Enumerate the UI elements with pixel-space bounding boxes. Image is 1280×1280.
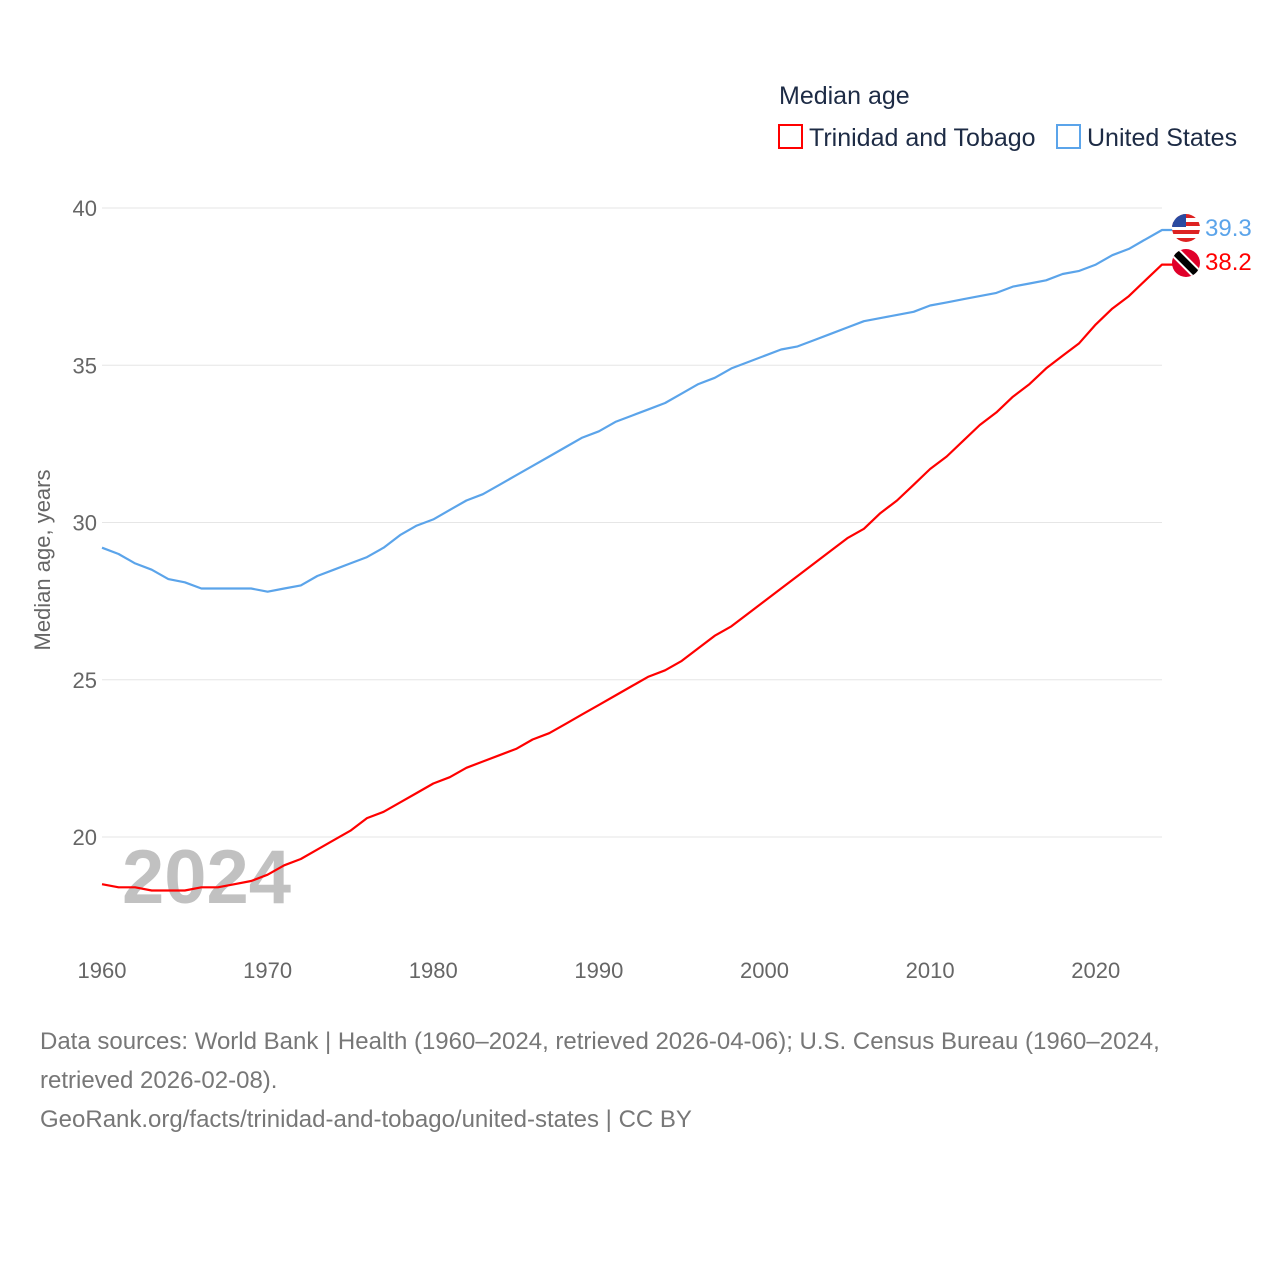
y-tick-label: 20 xyxy=(73,825,97,850)
y-tick-label: 35 xyxy=(73,353,97,378)
y-tick-label: 25 xyxy=(73,668,97,693)
x-tick-label: 1960 xyxy=(78,958,127,983)
x-tick-label: 2010 xyxy=(906,958,955,983)
y-tick-label: 40 xyxy=(73,196,97,221)
gridlines xyxy=(102,207,1162,838)
x-axis-ticks: 1960 1970 1980 1990 2000 2010 2020 xyxy=(78,958,1121,983)
end-label-us: 39.3 xyxy=(1205,215,1252,242)
legend-swatch-trinidad[interactable] xyxy=(778,124,803,149)
source-note: Data sources: World Bank | Health (1960–… xyxy=(40,1022,1250,1139)
legend: Median age Trinidad and Tobago United St… xyxy=(778,82,1237,152)
legend-title: Median age xyxy=(779,82,910,110)
x-tick-label: 1990 xyxy=(574,958,623,983)
legend-swatch-us[interactable] xyxy=(1056,124,1081,149)
series-line-trinidad-and-tobago[interactable] xyxy=(101,263,1174,892)
y-axis-label: Median age, years xyxy=(30,470,55,651)
united-states-flag-icon xyxy=(1172,214,1200,242)
year-watermark: 2024 xyxy=(122,835,291,920)
trinidad-and-tobago-flag-icon xyxy=(1172,249,1200,277)
x-tick-label: 1970 xyxy=(243,958,292,983)
end-label-trinidad: 38.2 xyxy=(1205,249,1252,276)
data-sources: Data sources: World Bank | Health (1960–… xyxy=(40,1028,1160,1094)
y-tick-label: 30 xyxy=(73,511,97,536)
legend-label-trinidad[interactable]: Trinidad and Tobago xyxy=(809,124,1036,152)
legend-label-us[interactable]: United States xyxy=(1087,124,1237,152)
x-tick-label: 2020 xyxy=(1071,958,1120,983)
series-lines xyxy=(101,228,1174,892)
x-tick-label: 1980 xyxy=(409,958,458,983)
x-tick-label: 2000 xyxy=(740,958,789,983)
series-line-united-states[interactable] xyxy=(101,228,1174,593)
attribution-link[interactable]: GeoRank.org/facts/trinidad-and-tobago/un… xyxy=(40,1106,692,1133)
y-axis-ticks: 20 25 30 35 40 xyxy=(73,196,97,850)
